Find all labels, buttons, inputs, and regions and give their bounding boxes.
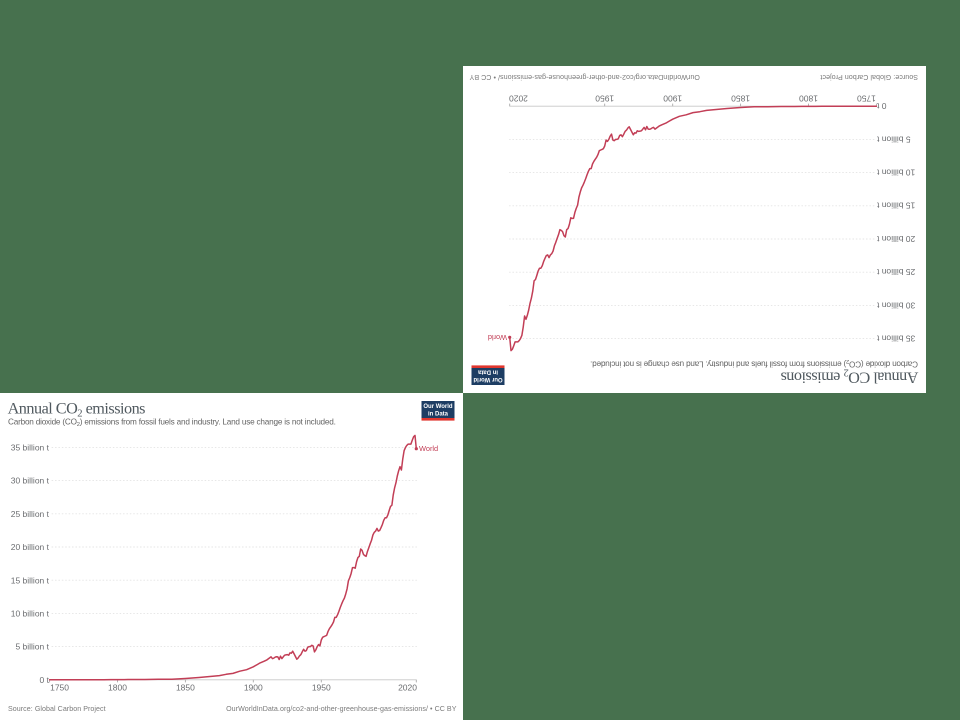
- svg-text:Annual CO2 emissions: Annual CO2 emissions: [781, 366, 919, 386]
- svg-text:20 billion t: 20 billion t: [876, 233, 915, 243]
- svg-text:1950: 1950: [595, 93, 614, 103]
- svg-text:OurWorldInData.org/co2-and-oth: OurWorldInData.org/co2-and-other-greenho…: [226, 705, 457, 713]
- svg-text:0 t: 0 t: [40, 674, 50, 684]
- svg-text:0 t: 0 t: [876, 101, 886, 111]
- svg-text:in Data: in Data: [477, 368, 498, 374]
- svg-text:30 billion t: 30 billion t: [876, 300, 915, 310]
- svg-text:15 billion t: 15 billion t: [876, 200, 915, 210]
- svg-text:World: World: [488, 332, 507, 341]
- svg-text:1850: 1850: [176, 682, 195, 692]
- svg-text:Carbon dioxide (CO2) emissions: Carbon dioxide (CO2) emissions from foss…: [8, 417, 336, 428]
- svg-text:1850: 1850: [731, 93, 750, 103]
- svg-text:35 billion t: 35 billion t: [876, 333, 915, 343]
- svg-text:35 billion t: 35 billion t: [11, 442, 50, 452]
- svg-text:in Data: in Data: [428, 411, 449, 417]
- svg-text:Our World: Our World: [423, 404, 453, 410]
- svg-text:2020: 2020: [509, 93, 528, 103]
- svg-text:2020: 2020: [398, 682, 417, 692]
- svg-text:OurWorldInData.org/co2-and-oth: OurWorldInData.org/co2-and-other-greenho…: [469, 72, 700, 80]
- svg-text:10 billion t: 10 billion t: [876, 167, 915, 177]
- svg-text:15 billion t: 15 billion t: [11, 575, 50, 585]
- svg-text:10 billion t: 10 billion t: [11, 608, 50, 618]
- svg-text:20 billion t: 20 billion t: [11, 542, 50, 552]
- svg-text:Source: Global Carbon Project: Source: Global Carbon Project: [820, 72, 918, 80]
- svg-text:Our World: Our World: [473, 375, 503, 381]
- svg-text:5 billion t: 5 billion t: [876, 134, 910, 144]
- svg-text:1800: 1800: [799, 93, 818, 103]
- svg-text:Annual CO2 emissions: Annual CO2 emissions: [8, 399, 146, 419]
- svg-text:Source: Global Carbon Project: Source: Global Carbon Project: [8, 705, 106, 713]
- svg-text:25 billion t: 25 billion t: [11, 508, 50, 518]
- svg-text:World: World: [419, 444, 438, 453]
- svg-text:5 billion t: 5 billion t: [15, 641, 49, 651]
- svg-text:1800: 1800: [108, 682, 127, 692]
- svg-text:1950: 1950: [312, 682, 331, 692]
- svg-text:30 billion t: 30 billion t: [11, 475, 50, 485]
- svg-text:Carbon dioxide (CO2) emissions: Carbon dioxide (CO2) emissions from foss…: [590, 357, 918, 368]
- svg-text:1900: 1900: [663, 93, 682, 103]
- svg-text:1750: 1750: [50, 682, 69, 692]
- svg-text:25 billion t: 25 billion t: [876, 267, 915, 277]
- svg-text:1900: 1900: [244, 682, 263, 692]
- svg-text:1750: 1750: [857, 93, 876, 103]
